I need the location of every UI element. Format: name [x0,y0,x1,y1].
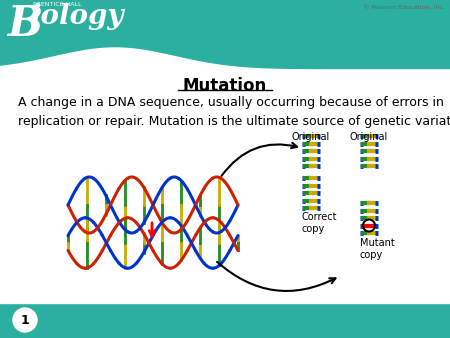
Text: Mutant
copy: Mutant copy [360,238,395,260]
Text: Mutation: Mutation [183,77,267,95]
Text: Original: Original [292,132,330,142]
Text: PRENTICE HALL: PRENTICE HALL [33,2,81,7]
Text: A change in a DNA sequence, usually occurring because of errors in
replication o: A change in a DNA sequence, usually occu… [18,96,450,128]
Text: Correct
copy: Correct copy [302,212,338,234]
Text: Original: Original [350,132,388,142]
Circle shape [13,308,37,332]
Text: iology: iology [30,3,123,30]
Text: B: B [8,3,43,45]
Text: © Pearson Education, Inc.: © Pearson Education, Inc. [363,5,445,10]
Text: 1: 1 [21,314,29,327]
